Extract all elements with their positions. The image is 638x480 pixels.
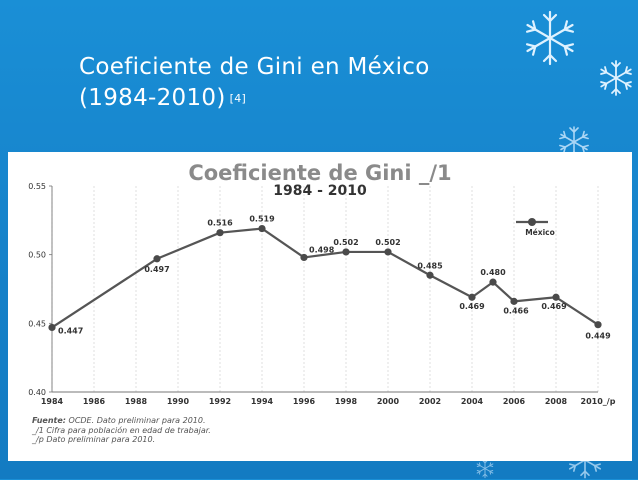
legend-label: México	[525, 228, 555, 237]
data-label: 0.449	[585, 332, 611, 341]
source-text: OCDE. Dato preliminar para 2010.	[68, 416, 206, 425]
x-tick-label: 2008	[545, 397, 568, 406]
data-label: 0.447	[58, 326, 83, 335]
chart-subtitle: 1984 - 2010	[273, 183, 367, 199]
data-point	[153, 255, 161, 263]
source-label: Fuente:	[32, 416, 66, 425]
data-label: 0.498	[309, 245, 335, 254]
x-tick-label: 1986	[83, 397, 106, 406]
x-tick-label: 2000	[377, 397, 400, 406]
x-tick-label: 1984	[41, 397, 64, 406]
data-label: 0.502	[333, 238, 358, 247]
x-tick-label: 2004	[461, 397, 484, 406]
x-tick-label: 1998	[335, 397, 358, 406]
data-label: 0.497	[144, 265, 169, 274]
snowflake-icon	[523, 10, 577, 66]
x-tick-label: 1994	[251, 397, 274, 406]
data-point	[489, 278, 497, 286]
slide-title-line1: Coeficiente de Gini en México	[79, 54, 430, 80]
data-point	[426, 271, 434, 279]
data-point	[468, 293, 476, 301]
slide-title-line2: (1984-2010)	[79, 85, 226, 111]
data-label: 0.519	[249, 215, 275, 224]
data-point	[48, 323, 56, 332]
data-point	[594, 321, 602, 329]
y-tick-label: 0.40	[28, 388, 46, 397]
data-point	[552, 293, 560, 301]
note-1: _/1 Cifra para población en edad de trab…	[32, 425, 211, 435]
x-tick-label: 1990	[167, 397, 190, 406]
data-label: 0.469	[459, 302, 485, 311]
slide-title: Coeficiente de Gini en México (1984-2010…	[79, 52, 519, 114]
snowflake-icon	[475, 458, 495, 479]
snowflake-icon	[598, 60, 634, 96]
data-label: 0.480	[480, 268, 506, 277]
x-tick-label: 2002	[419, 397, 441, 406]
data-label: 0.466	[503, 306, 529, 315]
slide-reference: [4]	[229, 92, 247, 105]
x-tick-label: 2010_/p	[581, 397, 616, 406]
x-tick-label: 1988	[125, 397, 148, 406]
source-notes: Fuente: OCDE. Dato preliminar para 2010.…	[32, 416, 352, 445]
gini-line-chart: 1984 1986 1988 1990 1992 1994 1996 1998 2000 2002…	[28, 161, 616, 406]
data-point	[300, 253, 308, 262]
data-point	[510, 297, 518, 305]
note-2: _/p Dato preliminar para 2010.	[32, 435, 156, 444]
data-label: 0.469	[541, 302, 567, 311]
data-point	[216, 229, 224, 237]
y-tick-label: 0.50	[28, 251, 46, 260]
data-point	[384, 248, 392, 256]
chart-panel: 1984 1986 1988 1990 1992 1994 1996 1998 2000 2002…	[8, 152, 632, 461]
x-tick-label: 1996	[293, 397, 316, 406]
legend: México	[516, 218, 555, 237]
data-label: 0.485	[417, 261, 443, 270]
y-tick-label: 0.55	[28, 182, 46, 191]
data-point	[258, 224, 266, 233]
snowflake-icon	[558, 126, 590, 158]
data-label: 0.516	[207, 219, 233, 228]
y-tick-label: 0.45	[28, 319, 46, 328]
chart-title: Coeficiente de Gini _/1	[188, 161, 451, 185]
x-tick-label: 2006	[503, 397, 526, 406]
data-point	[342, 248, 350, 256]
data-label: 0.502	[375, 238, 400, 247]
x-tick-label: 1992	[209, 397, 231, 406]
